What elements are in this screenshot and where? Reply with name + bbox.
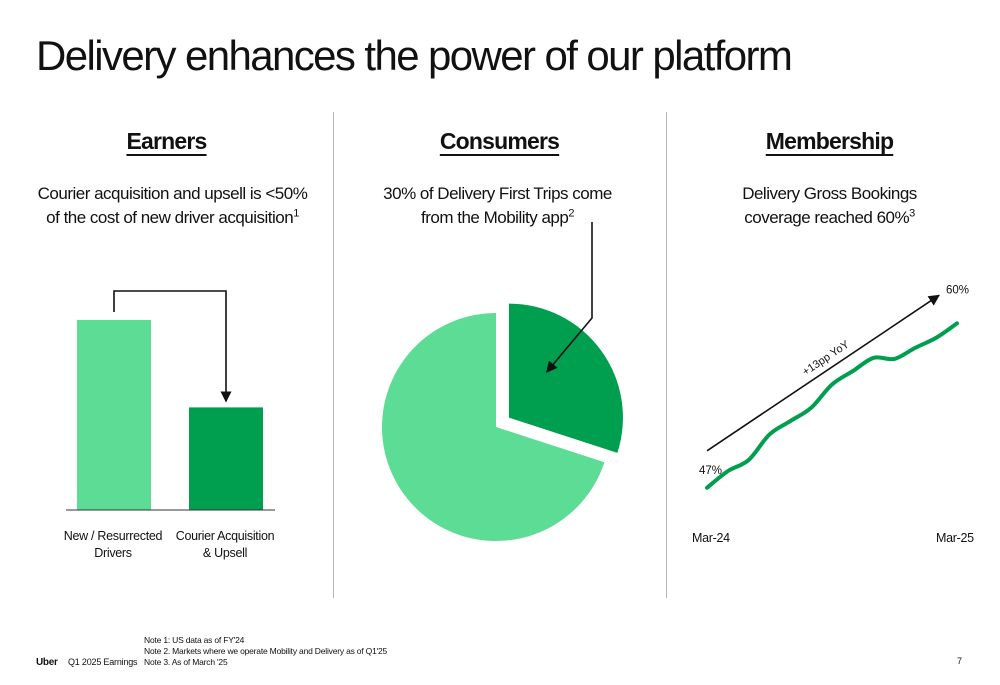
column-divider-left xyxy=(333,112,334,598)
footer-note: Note 3. As of March '25 xyxy=(144,657,228,667)
consumers-heading: Consumers xyxy=(333,128,666,155)
line-start-label: 47% xyxy=(699,465,722,477)
earners-footnote-marker: 1 xyxy=(293,207,299,220)
membership-subtitle-line2-wrap: coverage reached 60%3 xyxy=(663,206,996,230)
slide-title: Delivery enhances the power of our platf… xyxy=(36,32,793,79)
column-divider-right xyxy=(666,112,667,598)
bar-category-label-line: New / Resurrected xyxy=(63,529,163,543)
earners-subtitle-line1: Courier acquisition and upsell is <50% xyxy=(37,184,308,203)
footer-notes: Note 1: US data as of FY'24 Note 2. Mark… xyxy=(144,635,387,668)
membership-heading: Membership xyxy=(663,128,996,155)
line-x-tick-end: Mar-25 xyxy=(936,531,974,545)
pie-callout-arrow xyxy=(546,222,593,373)
pie-slice xyxy=(382,313,605,541)
bar-chart xyxy=(66,290,275,511)
earners-subtitle-line2: of the cost of new driver acquisition xyxy=(46,208,294,227)
line-trend-arrow xyxy=(706,294,940,452)
footer-brand-logo: Uber xyxy=(36,657,58,668)
bar xyxy=(77,320,151,510)
footer-deck-name: Q1 2025 Earnings xyxy=(68,657,138,667)
bar-category-label-line: Drivers xyxy=(94,546,132,560)
earners-heading: Earners xyxy=(0,128,333,155)
membership-subtitle-line2: coverage reached 60% xyxy=(744,208,910,227)
earners-subtitle-line2-wrap: of the cost of new driver acquisition1 xyxy=(6,206,339,230)
consumers-subtitle: 30% of Delivery First Trips come from th… xyxy=(331,182,664,230)
bar-comparison-arrow xyxy=(113,290,232,403)
membership-subtitle: Delivery Gross Bookings coverage reached… xyxy=(663,182,996,230)
earners-subtitle: Courier acquisition and upsell is <50% o… xyxy=(6,182,339,230)
bar-category-label-line: & Upsell xyxy=(202,546,248,560)
consumers-heading-text: Consumers xyxy=(439,128,560,154)
consumers-subtitle-line2: from the Mobility app xyxy=(421,208,569,227)
pie-slice xyxy=(508,303,623,453)
line-end-label: 60% xyxy=(946,284,969,296)
line-x-tick-start: Mar-24 xyxy=(692,531,730,545)
consumers-subtitle-line1: 30% of Delivery First Trips come xyxy=(383,184,612,203)
bar-category-label-courier: Courier Acquisition & Upsell xyxy=(165,528,285,562)
consumers-footnote-marker: 2 xyxy=(568,207,574,220)
footer-note: Note 2. Markets where we operate Mobilit… xyxy=(144,646,388,656)
membership-footnote-marker: 3 xyxy=(909,207,915,220)
earners-heading-text: Earners xyxy=(126,128,207,154)
consumers-subtitle-line2-wrap: from the Mobility app2 xyxy=(331,206,664,230)
line-series-coverage xyxy=(705,321,959,490)
bar xyxy=(189,407,263,510)
footer-note: Note 1: US data as of FY'24 xyxy=(144,635,245,645)
membership-heading-text: Membership xyxy=(765,128,894,154)
bar-category-label-new-drivers: New / Resurrected Drivers xyxy=(53,528,173,562)
page-number: 7 xyxy=(957,656,963,666)
pie-chart xyxy=(382,222,623,541)
bar-category-label-line: Courier Acquisition xyxy=(175,529,275,543)
membership-subtitle-line1: Delivery Gross Bookings xyxy=(742,184,917,203)
